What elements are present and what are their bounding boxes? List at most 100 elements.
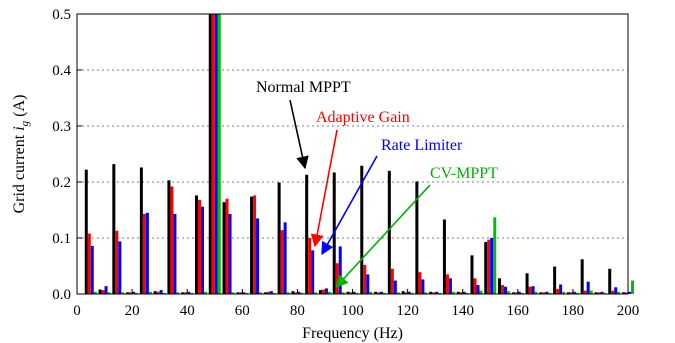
bar-series-1 xyxy=(115,230,119,294)
x-tick-label: 20 xyxy=(125,303,140,319)
bar-series-1 xyxy=(583,290,587,294)
bar-series-3 xyxy=(231,292,235,294)
bar-series-0 xyxy=(374,291,378,294)
bar-series-0 xyxy=(139,167,143,294)
bars xyxy=(84,14,634,294)
annotation-arrow xyxy=(335,184,431,288)
bar-series-0 xyxy=(112,164,116,294)
bar-series-1 xyxy=(211,14,215,294)
bar-series-0 xyxy=(566,292,570,294)
bar-series-1 xyxy=(335,263,339,294)
bar-series-2 xyxy=(490,238,494,294)
x-tick-label: 40 xyxy=(180,303,195,319)
y-axis-label: Grid current ig (A) xyxy=(11,95,31,214)
bar-series-0 xyxy=(580,259,584,294)
bar-series-1 xyxy=(597,292,601,294)
x-tick-label: 0 xyxy=(73,303,81,319)
y-tick-label: 0.5 xyxy=(52,7,71,23)
bar-series-0 xyxy=(539,292,543,294)
bar-series-1 xyxy=(569,292,573,294)
bar-series-3 xyxy=(245,292,249,294)
bar-series-0 xyxy=(360,165,364,294)
bar-series-1 xyxy=(280,230,284,294)
bar-series-2 xyxy=(104,286,108,294)
bar-series-2 xyxy=(572,291,576,294)
x-tick-label: 160 xyxy=(507,303,530,319)
bar-series-2 xyxy=(586,281,590,294)
bar-series-3 xyxy=(176,292,180,294)
bar-series-2 xyxy=(145,212,149,294)
bar-series-3 xyxy=(121,292,125,294)
bar-series-1 xyxy=(239,292,243,294)
bar-series-1 xyxy=(197,199,201,294)
bar-series-3 xyxy=(507,291,511,294)
x-tick-label: 200 xyxy=(617,303,640,319)
bar-series-2 xyxy=(448,278,452,294)
bar-series-1 xyxy=(418,272,422,294)
y-tick-label: 0.4 xyxy=(52,63,71,79)
x-tick-label: 140 xyxy=(451,303,474,319)
bar-series-2 xyxy=(517,291,521,294)
bar-series-2 xyxy=(407,291,411,294)
bar-series-3 xyxy=(520,292,524,294)
bar-series-3 xyxy=(396,292,400,294)
bar-series-3 xyxy=(548,292,552,294)
bar-series-3 xyxy=(135,292,139,294)
bar-series-0 xyxy=(222,202,226,294)
bar-series-3 xyxy=(369,291,373,294)
bar-series-1 xyxy=(625,292,628,294)
bar-series-1 xyxy=(611,290,615,294)
bar-series-3 xyxy=(300,292,304,294)
bar-series-1 xyxy=(156,291,160,294)
bar-series-2 xyxy=(352,291,356,294)
bar-series-0 xyxy=(456,291,460,294)
bar-series-2 xyxy=(90,245,94,294)
bar-series-2 xyxy=(269,291,273,294)
bar-series-1 xyxy=(501,285,505,294)
bar-series-3 xyxy=(562,291,566,294)
bar-series-2 xyxy=(435,291,439,294)
annotation-arrow xyxy=(321,155,378,256)
plot-frame xyxy=(76,13,629,295)
bar-series-3 xyxy=(534,291,538,294)
bar-series-2 xyxy=(366,274,370,294)
y-tick-label: 0.2 xyxy=(52,175,71,191)
bar-series-0 xyxy=(608,268,612,294)
bar-series-0 xyxy=(594,292,598,294)
bar-series-1 xyxy=(390,268,394,294)
bar-series-3 xyxy=(162,292,166,294)
bar-series-3 xyxy=(286,292,290,294)
bar-series-2 xyxy=(324,288,328,294)
bar-series-0 xyxy=(511,292,515,294)
bar-series-1 xyxy=(432,292,436,294)
bar-series-2 xyxy=(256,218,260,294)
bar-series-3 xyxy=(355,292,359,294)
bar-series-3 xyxy=(93,291,97,294)
bar-series-2 xyxy=(462,291,466,294)
bar-series-2 xyxy=(311,250,315,294)
bar-series-2 xyxy=(228,213,232,294)
annotation-label: Rate Limiter xyxy=(381,137,463,154)
bar-series-1 xyxy=(184,292,188,294)
bar-series-2 xyxy=(214,14,218,294)
bar-series-2 xyxy=(628,291,631,294)
bar-series-0 xyxy=(181,292,185,294)
gridlines xyxy=(77,69,628,239)
bar-series-1 xyxy=(349,292,353,294)
bar-series-2 xyxy=(476,285,480,294)
bar-series-3 xyxy=(617,291,621,294)
bar-series-3 xyxy=(259,292,263,294)
bar-series-2 xyxy=(187,291,191,294)
bar-series-3 xyxy=(424,292,428,294)
x-axis-label: Frequency (Hz) xyxy=(302,325,403,342)
y-tick-label: 0.0 xyxy=(52,287,71,303)
bar-series-0 xyxy=(470,255,474,294)
bar-series-1 xyxy=(170,186,174,294)
bar-series-0 xyxy=(236,292,240,294)
bar-series-1 xyxy=(363,264,367,294)
bar-series-0 xyxy=(401,291,405,294)
bar-series-1 xyxy=(445,274,449,294)
bar-series-1 xyxy=(459,292,463,294)
bar-series-1 xyxy=(294,292,298,294)
